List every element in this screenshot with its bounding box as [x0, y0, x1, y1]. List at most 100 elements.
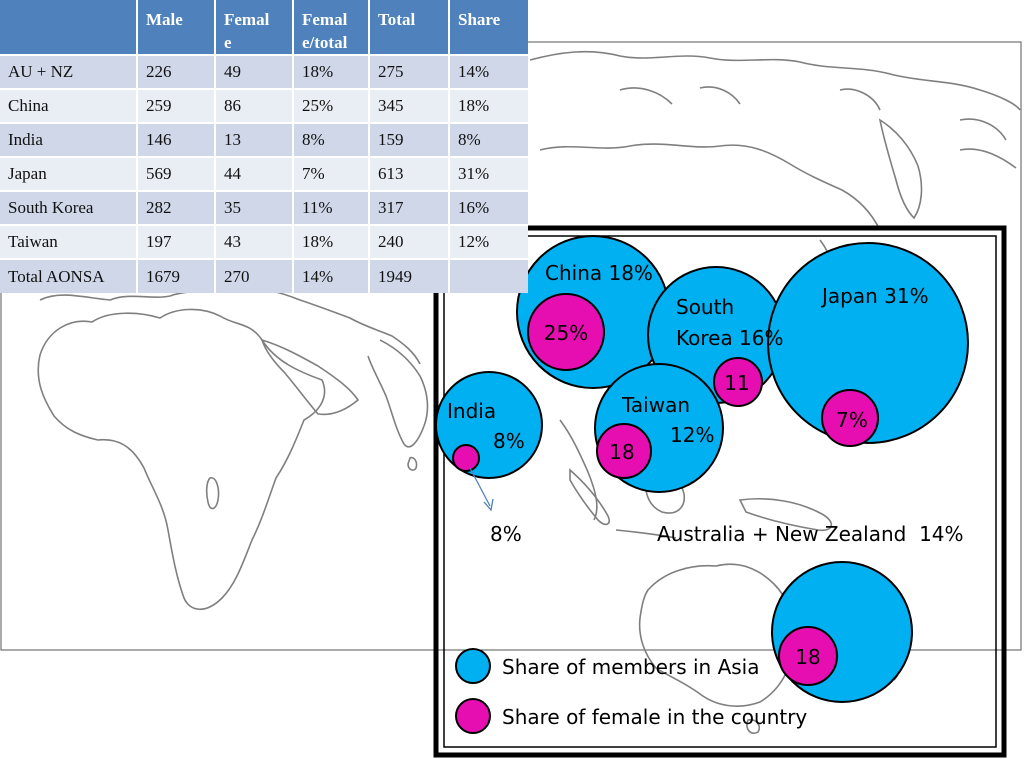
table-cell: India	[0, 122, 138, 157]
table-cell: 13	[215, 122, 294, 157]
table-cell	[449, 258, 528, 293]
table-cell: 49	[215, 54, 294, 89]
label-japan: Japan 31%	[820, 284, 929, 308]
table-cell: 12%	[449, 224, 528, 259]
table-cell: 275	[369, 54, 450, 89]
africa-outline	[37, 308, 326, 611]
table-cell: 44	[215, 156, 294, 191]
label-south-korea-line1: South	[676, 295, 734, 319]
table-header-row: Male Femal e Femal e/total Total Share	[0, 0, 528, 55]
arctic-islands	[619, 86, 1007, 141]
table-row: South Korea 282 35 11% 317 16%	[0, 190, 528, 225]
siberia-coast	[539, 143, 881, 231]
label-india-line1: India	[447, 399, 496, 423]
female-bubble-india	[452, 444, 480, 472]
table-cell: 569	[137, 156, 216, 191]
header-cell: Share	[449, 0, 528, 55]
legend-marker-female	[455, 698, 491, 734]
bubble-layer	[435, 235, 969, 703]
female-bubble-au-nz	[778, 626, 838, 686]
table-row: India 146 13 8% 159 8%	[0, 122, 528, 157]
arabia-outline	[260, 338, 360, 416]
table-cell: 16%	[449, 190, 528, 225]
label-china: China 18%	[545, 261, 653, 285]
female-bubble-taiwan	[596, 423, 652, 479]
callout-india: 8%	[490, 522, 522, 546]
table-row: Taiwan 197 43 18% 240 12%	[0, 224, 528, 259]
table-cell: 18%	[293, 54, 370, 89]
india-callout-arrow	[469, 467, 494, 512]
table-cell: 259	[137, 88, 216, 123]
header-cell: Total	[369, 0, 450, 55]
header-cell: Male	[137, 0, 216, 55]
table-cell: 1949	[369, 258, 450, 293]
table-cell: AU + NZ	[0, 54, 138, 89]
legend-label-members: Share of members in Asia	[502, 655, 759, 679]
java-outline	[615, 529, 677, 539]
table-cell: 11%	[293, 190, 370, 225]
table-cell: China	[0, 88, 138, 123]
label-au-nz: Australia + New Zealand 14%	[657, 522, 964, 546]
header-cell: Femal e/total	[293, 0, 370, 55]
north-america-tip	[959, 148, 1017, 169]
table-cell: 18%	[449, 88, 528, 123]
membership-table: Male Femal e Femal e/total Total Share A…	[0, 0, 528, 293]
table-row: AU + NZ 226 49 18% 275 14%	[0, 54, 528, 89]
table-cell: 43	[215, 224, 294, 259]
header-cell	[0, 0, 138, 55]
table-cell: Total AONSA	[0, 258, 138, 293]
table-cell: 270	[215, 258, 294, 293]
table-cell: 226	[137, 54, 216, 89]
table-cell: 14%	[449, 54, 528, 89]
table-cell: 8%	[449, 122, 528, 157]
tasmania-outline	[746, 718, 761, 735]
table-cell: Taiwan	[0, 224, 138, 259]
header-cell: Femal e	[215, 0, 294, 55]
madagascar-outline	[205, 477, 220, 510]
female-label-au-nz: 18	[795, 645, 820, 669]
table-cell: 613	[369, 156, 450, 191]
female-label-china: 25%	[544, 321, 588, 345]
table-cell: 8%	[293, 122, 370, 157]
legend-marker-members	[455, 648, 491, 684]
australia-outline	[638, 563, 796, 707]
new-guinea-outline	[738, 497, 833, 532]
coastlines	[37, 50, 1021, 735]
female-label-south-korea: 11	[724, 371, 749, 395]
label-taiwan-line1: Taiwan	[621, 393, 690, 417]
table-cell: 345	[369, 88, 450, 123]
table-cell: 18%	[293, 224, 370, 259]
north-asia-outline	[529, 50, 1021, 111]
table-cell: 240	[369, 224, 450, 259]
srilanka-outline	[407, 456, 418, 471]
table-cell: Japan	[0, 156, 138, 191]
inset-inner-frame	[443, 235, 997, 748]
female-label-taiwan: 18	[609, 440, 634, 464]
legend-label-female: Share of female in the country	[502, 705, 807, 729]
bubble-japan	[767, 242, 969, 444]
table-cell: 317	[369, 190, 450, 225]
female-label-japan: 7%	[836, 408, 868, 432]
table-cell: 146	[137, 122, 216, 157]
legend: Share of members in Asia Share of female…	[455, 648, 807, 734]
table-row: Total AONSA 1679 270 14% 1949	[0, 258, 528, 293]
india-outline	[367, 339, 429, 448]
indochina-outline	[559, 419, 598, 521]
table-row: China 259 86 25% 345 18%	[0, 88, 528, 123]
table-cell: 7%	[293, 156, 370, 191]
table-cell: 86	[215, 88, 294, 123]
female-bubble-japan	[821, 389, 879, 447]
female-bubble-south-korea	[713, 357, 763, 407]
table-cell: 1679	[137, 258, 216, 293]
table-cell: 282	[137, 190, 216, 225]
table-cell: 197	[137, 224, 216, 259]
label-taiwan-line2: 12%	[670, 423, 714, 447]
table-cell: 31%	[449, 156, 528, 191]
label-india-line2: 8%	[493, 429, 525, 453]
table-cell: 14%	[293, 258, 370, 293]
bubble-india	[435, 371, 543, 479]
table-row: Japan 569 44 7% 613 31%	[0, 156, 528, 191]
female-bubble-china	[527, 293, 605, 371]
kamchatka-outline	[878, 118, 923, 220]
label-south-korea-line2: Korea 16%	[676, 326, 784, 350]
